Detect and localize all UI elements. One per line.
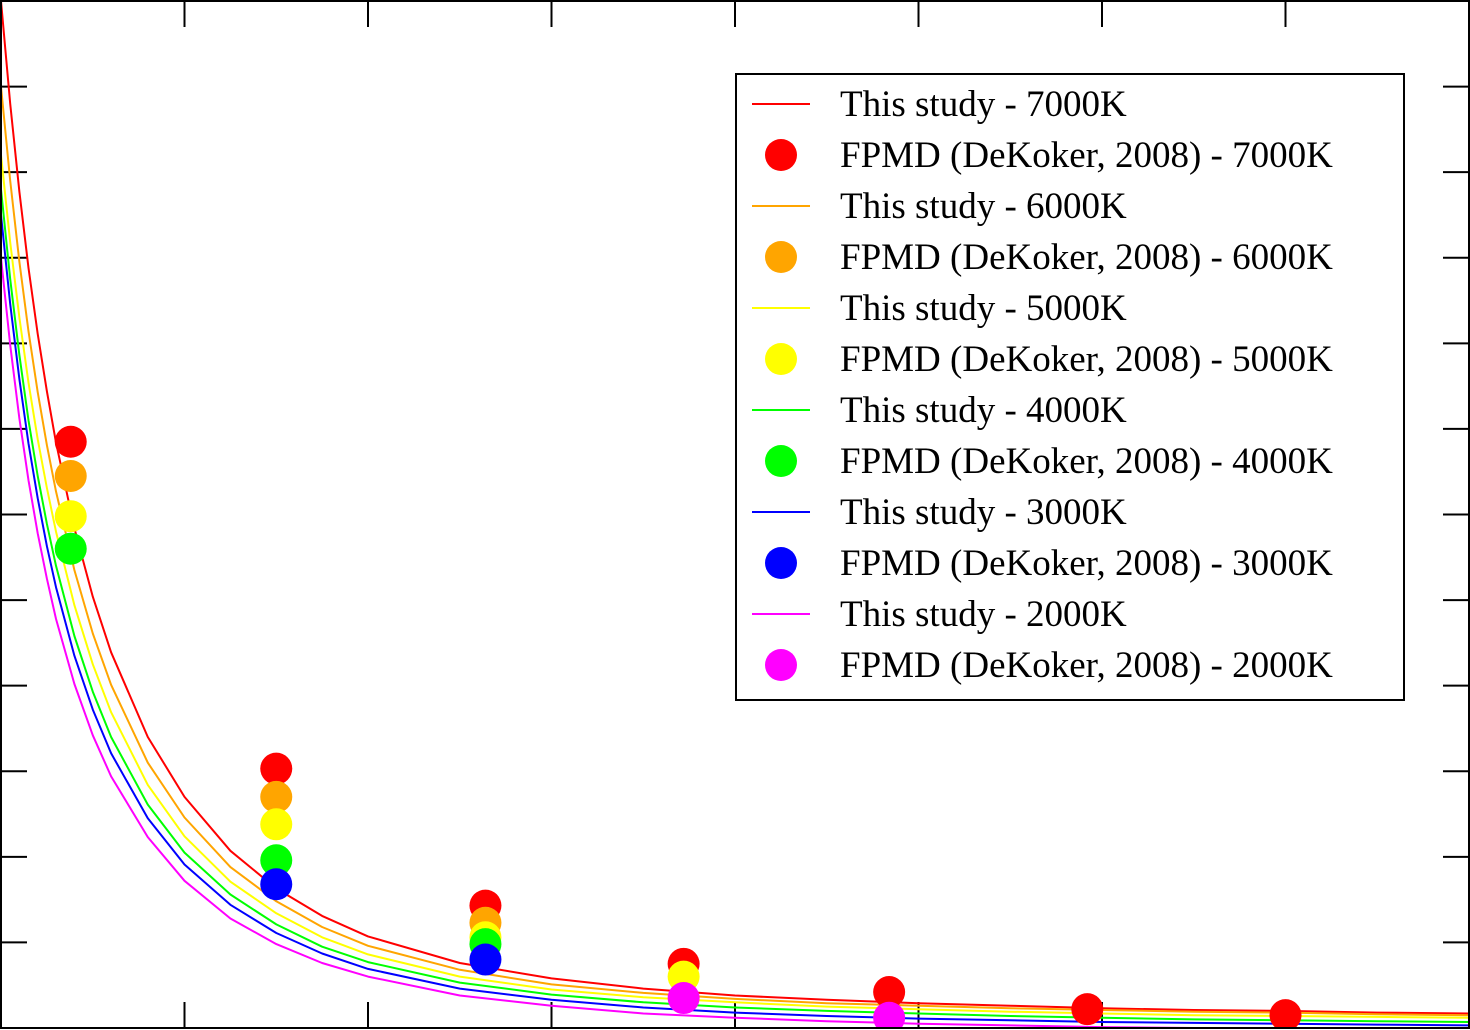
series-line-6 <box>1 189 1469 1023</box>
legend-label-3: FPMD (DeKoker, 2008) - 6000K <box>840 237 1333 278</box>
series-line-4 <box>1 154 1469 1019</box>
data-point-11-0 <box>667 982 700 1015</box>
data-point-3-1 <box>260 780 293 813</box>
legend-label-4: This study - 5000K <box>840 288 1127 329</box>
legend-label-2: This study - 6000K <box>840 186 1127 227</box>
data-point-1-4 <box>873 976 906 1009</box>
legend-marker-swatch-5 <box>765 343 797 375</box>
series-line-10 <box>1 257 1469 1028</box>
legend-items: This study - 7000K FPMD (DeKoker, 2008) -… <box>752 84 1333 686</box>
data-point-5-0 <box>54 500 87 533</box>
legend-marker-swatch-3 <box>765 241 797 273</box>
legend-marker-swatch-9 <box>765 547 797 579</box>
data-point-3-0 <box>54 459 87 492</box>
data-point-5-1 <box>260 808 293 841</box>
legend-label-11: FPMD (DeKoker, 2008) - 2000K <box>840 645 1333 686</box>
legend-box <box>735 73 1405 701</box>
series-line-2 <box>1 86 1469 1017</box>
legend-label-7: FPMD (DeKoker, 2008) - 4000K <box>840 441 1333 482</box>
legend-label-9: FPMD (DeKoker, 2008) - 3000K <box>840 543 1333 584</box>
legend-label-1: FPMD (DeKoker, 2008) - 7000K <box>840 135 1333 176</box>
legend-marker-swatch-1 <box>765 139 797 171</box>
legend-marker-swatch-7 <box>765 445 797 477</box>
legend: This study - 7000K FPMD (DeKoker, 2008) -… <box>735 73 1405 701</box>
data-point-7-0 <box>54 532 87 565</box>
data-point-1-1 <box>260 752 293 785</box>
legend-marker-swatch-11 <box>765 649 797 681</box>
legend-label-5: FPMD (DeKoker, 2008) - 5000K <box>840 339 1333 380</box>
legend-label-8: This study - 3000K <box>840 492 1127 533</box>
series-line-8 <box>1 214 1469 1027</box>
legend-label-10: This study - 2000K <box>840 594 1127 635</box>
legend-label-6: This study - 4000K <box>840 390 1127 431</box>
data-point-1-5 <box>1071 993 1104 1026</box>
data-point-11-1 <box>873 1001 906 1028</box>
data-point-7-1 <box>260 844 293 877</box>
legend-label-0: This study - 7000K <box>840 84 1127 125</box>
data-point-9-1 <box>469 943 502 976</box>
data-point-1-0 <box>54 425 87 458</box>
data-point-9-0 <box>260 868 293 901</box>
data-point-1-6 <box>1269 999 1302 1028</box>
